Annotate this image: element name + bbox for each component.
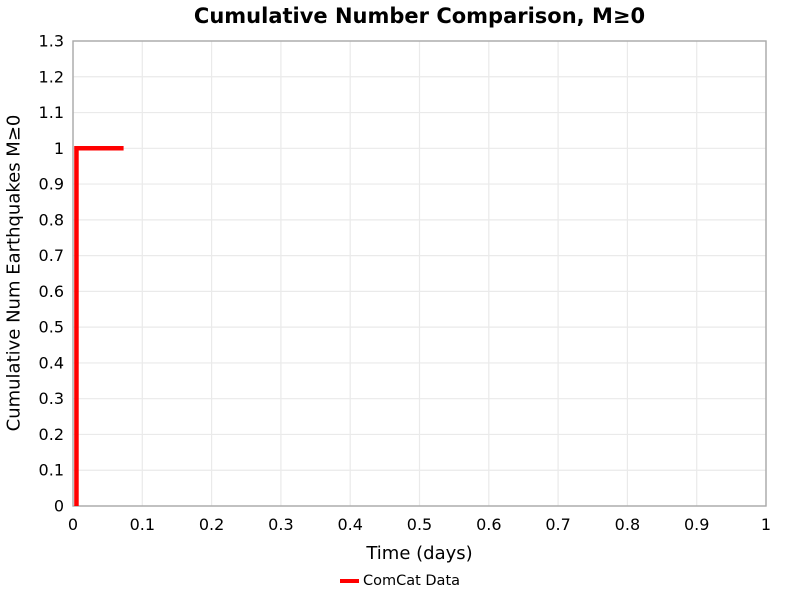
x-tick-label: 0.3 <box>268 515 293 534</box>
y-tick-label: 0.9 <box>39 175 64 194</box>
y-tick-label: 1 <box>54 139 64 158</box>
x-tick-label: 0 <box>68 515 78 534</box>
y-tick-label: 1.1 <box>39 103 64 122</box>
legend: ComCat Data <box>0 573 800 589</box>
y-tick-label: 0.7 <box>39 246 64 265</box>
x-tick-label: 0.5 <box>407 515 432 534</box>
y-tick-label: 0.2 <box>39 425 64 444</box>
chart-title: Cumulative Number Comparison, M≥0 <box>193 4 646 28</box>
y-tick-label: 1.3 <box>39 32 64 51</box>
y-tick-label: 0.5 <box>39 318 64 337</box>
y-tick-label: 0.1 <box>39 461 64 480</box>
y-tick-label: 0 <box>54 497 64 516</box>
series-line <box>74 146 124 506</box>
x-tick-label: 0.9 <box>684 515 709 534</box>
x-tick-label: 0.7 <box>545 515 570 534</box>
x-axis-label: Time (days) <box>366 543 473 564</box>
x-tick-label: 0.1 <box>130 515 155 534</box>
y-tick-label: 1.2 <box>39 67 64 86</box>
x-tick-label: 0.4 <box>337 515 362 534</box>
x-tick-label: 0.2 <box>199 515 224 534</box>
legend-line-swatch <box>339 578 359 584</box>
y-tick-label: 0.8 <box>39 210 64 229</box>
y-axis-label: Cumulative Num Earthquakes M≥0 <box>3 114 25 432</box>
x-tick-label: 0.6 <box>476 515 501 534</box>
y-tick-label: 0.4 <box>39 353 64 372</box>
plot-border <box>72 40 767 507</box>
y-tick-label: 0.3 <box>39 389 64 408</box>
x-tick-label: 0.8 <box>615 515 640 534</box>
legend-label: ComCat Data <box>362 573 461 589</box>
x-tick-label: 1 <box>761 515 771 534</box>
y-tick-label: 0.6 <box>39 282 64 301</box>
